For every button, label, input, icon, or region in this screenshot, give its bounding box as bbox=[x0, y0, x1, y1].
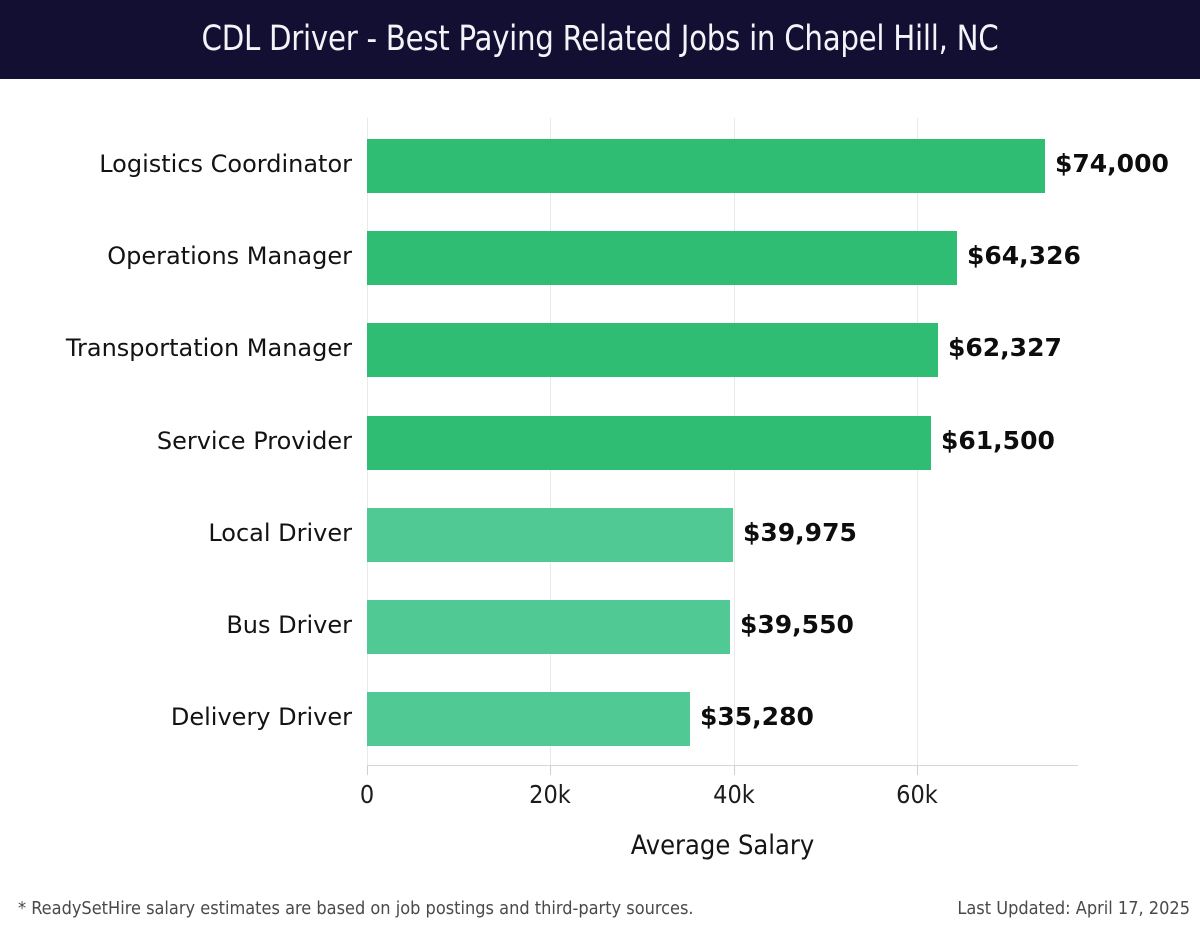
bar-value-label: $62,327 bbox=[948, 333, 1062, 363]
bar[interactable] bbox=[367, 415, 931, 470]
bar-category-label: Delivery Driver bbox=[170, 703, 352, 732]
bar-category-label: Bus Driver bbox=[226, 611, 352, 639]
bar-value-label: $74,000 bbox=[1055, 149, 1169, 178]
x-tick-mark bbox=[917, 766, 918, 775]
x-axis-title: Average Salary bbox=[630, 830, 815, 861]
bar[interactable] bbox=[367, 507, 733, 562]
x-tick-label: 40k bbox=[713, 780, 755, 809]
x-tick-label: 60k bbox=[896, 780, 938, 809]
title-banner: CDL Driver - Best Paying Related Jobs in… bbox=[0, 0, 1200, 79]
bar-category-label: Local Driver bbox=[208, 518, 352, 547]
x-tick-mark bbox=[367, 766, 368, 775]
bar[interactable] bbox=[367, 231, 957, 286]
x-axis-line bbox=[367, 765, 1078, 766]
x-tick-label: 0 bbox=[359, 780, 375, 809]
last-updated-text: Last Updated: April 17, 2025 bbox=[957, 898, 1190, 919]
x-tick-mark bbox=[550, 766, 551, 775]
bar-value-label: $61,500 bbox=[941, 425, 1055, 455]
bar-value-label: $39,550 bbox=[740, 610, 854, 639]
footnote-text: * ReadySetHire salary estimates are base… bbox=[18, 898, 694, 919]
bar-value-label: $64,326 bbox=[967, 241, 1081, 271]
bar[interactable] bbox=[367, 323, 938, 378]
bar[interactable] bbox=[367, 600, 730, 654]
bar[interactable] bbox=[367, 139, 1045, 193]
bar-category-label: Logistics Coordinator bbox=[99, 150, 352, 178]
page-title: CDL Driver - Best Paying Related Jobs in… bbox=[201, 19, 999, 59]
x-tick-mark bbox=[734, 766, 735, 775]
bar-category-label: Service Provider bbox=[156, 426, 352, 455]
bar-value-label: $35,280 bbox=[700, 702, 814, 732]
bar-value-label: $39,975 bbox=[743, 517, 857, 547]
bar-category-label: Operations Manager bbox=[107, 242, 352, 271]
x-tick-label: 20k bbox=[529, 780, 571, 809]
bar-category-label: Transportation Manager bbox=[65, 334, 352, 363]
bar[interactable] bbox=[367, 692, 690, 747]
